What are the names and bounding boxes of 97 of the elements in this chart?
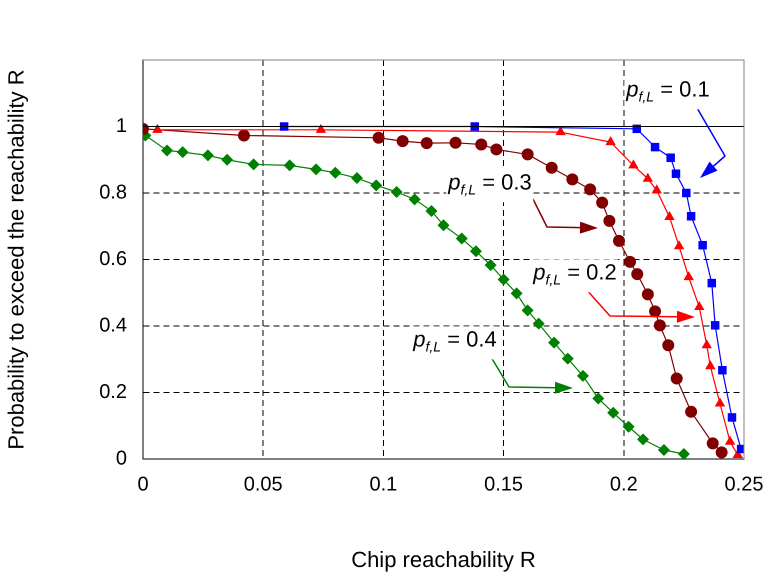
point <box>548 336 560 349</box>
point <box>161 144 174 156</box>
point <box>532 318 545 330</box>
point <box>622 420 635 433</box>
point <box>706 437 719 450</box>
point <box>284 159 296 172</box>
point <box>522 148 534 160</box>
x-tick-label: 0.2 <box>610 474 638 496</box>
point <box>684 271 694 280</box>
point <box>438 219 450 232</box>
point <box>678 448 690 459</box>
y-tick-label: 1 <box>116 115 127 138</box>
point <box>650 142 660 152</box>
point <box>152 124 163 133</box>
point <box>310 163 322 176</box>
point <box>202 149 214 162</box>
point <box>685 406 698 418</box>
y-tick-label: 0.6 <box>99 248 127 270</box>
point <box>248 158 260 170</box>
point <box>221 154 234 166</box>
point <box>642 288 654 300</box>
point <box>637 433 650 446</box>
point <box>708 278 716 288</box>
point <box>666 154 675 162</box>
point <box>652 184 662 194</box>
point <box>450 136 462 149</box>
point <box>592 392 604 404</box>
y-tick-label: 0.4 <box>99 314 127 337</box>
annotation: p$_{f,L}$ = 0.1 <box>624 76 712 110</box>
point <box>605 136 616 146</box>
point <box>546 162 558 174</box>
point <box>498 273 510 286</box>
point <box>658 444 670 456</box>
point <box>390 186 403 198</box>
x-tick-label: 0.15 <box>484 474 524 496</box>
point <box>672 169 680 178</box>
x-tick-label: 0.1 <box>369 474 398 496</box>
point <box>408 193 421 206</box>
point <box>728 413 736 422</box>
point <box>238 129 250 142</box>
y-axis-title: Probability to exceed the reachability R <box>3 69 28 450</box>
point <box>576 370 589 382</box>
y-tick-label: 0 <box>116 448 127 470</box>
point <box>470 245 482 258</box>
point <box>490 143 502 156</box>
point <box>642 172 654 182</box>
annotation: p$_{f,L}$ = 0.2 <box>531 259 619 293</box>
y-tick-label: 0.2 <box>99 381 127 404</box>
point <box>607 406 620 419</box>
point <box>370 179 382 192</box>
x-axis-title: Chip reachability R <box>351 546 536 572</box>
point <box>682 188 691 198</box>
x-tick-label: 0.25 <box>724 474 764 496</box>
point <box>562 352 574 365</box>
point <box>596 196 608 209</box>
point <box>584 183 596 196</box>
point <box>510 287 523 300</box>
point <box>603 214 616 227</box>
point <box>664 210 675 220</box>
point <box>649 305 662 318</box>
point <box>674 240 684 250</box>
point <box>702 339 712 348</box>
annotation: p$_{f,L}$ = 0.3 <box>446 169 534 203</box>
point <box>686 212 696 221</box>
point <box>662 339 674 352</box>
point <box>522 304 534 316</box>
point <box>396 135 409 148</box>
point <box>484 259 497 272</box>
point <box>698 240 707 250</box>
point <box>329 166 342 179</box>
point <box>624 256 636 268</box>
point <box>631 268 644 280</box>
point <box>420 137 433 150</box>
point <box>456 232 468 245</box>
x-tick-label: 0.05 <box>244 474 283 496</box>
point <box>612 234 625 247</box>
point <box>628 159 639 168</box>
point <box>705 360 716 370</box>
point <box>710 321 720 330</box>
point <box>714 397 726 406</box>
y-tick-label: 0.8 <box>99 182 127 204</box>
point <box>475 138 488 150</box>
point <box>176 146 189 158</box>
point <box>716 446 728 458</box>
point <box>566 173 578 186</box>
point <box>724 436 736 445</box>
annotation: p$_{f,L}$ = 0.4 <box>411 326 499 360</box>
point <box>718 366 727 374</box>
point <box>736 444 744 454</box>
point <box>670 372 683 385</box>
point <box>654 319 666 332</box>
point <box>350 172 363 184</box>
point <box>425 204 438 217</box>
x-tick-label: 0 <box>137 474 149 496</box>
point <box>694 301 704 310</box>
point <box>372 132 385 144</box>
point <box>316 124 326 133</box>
